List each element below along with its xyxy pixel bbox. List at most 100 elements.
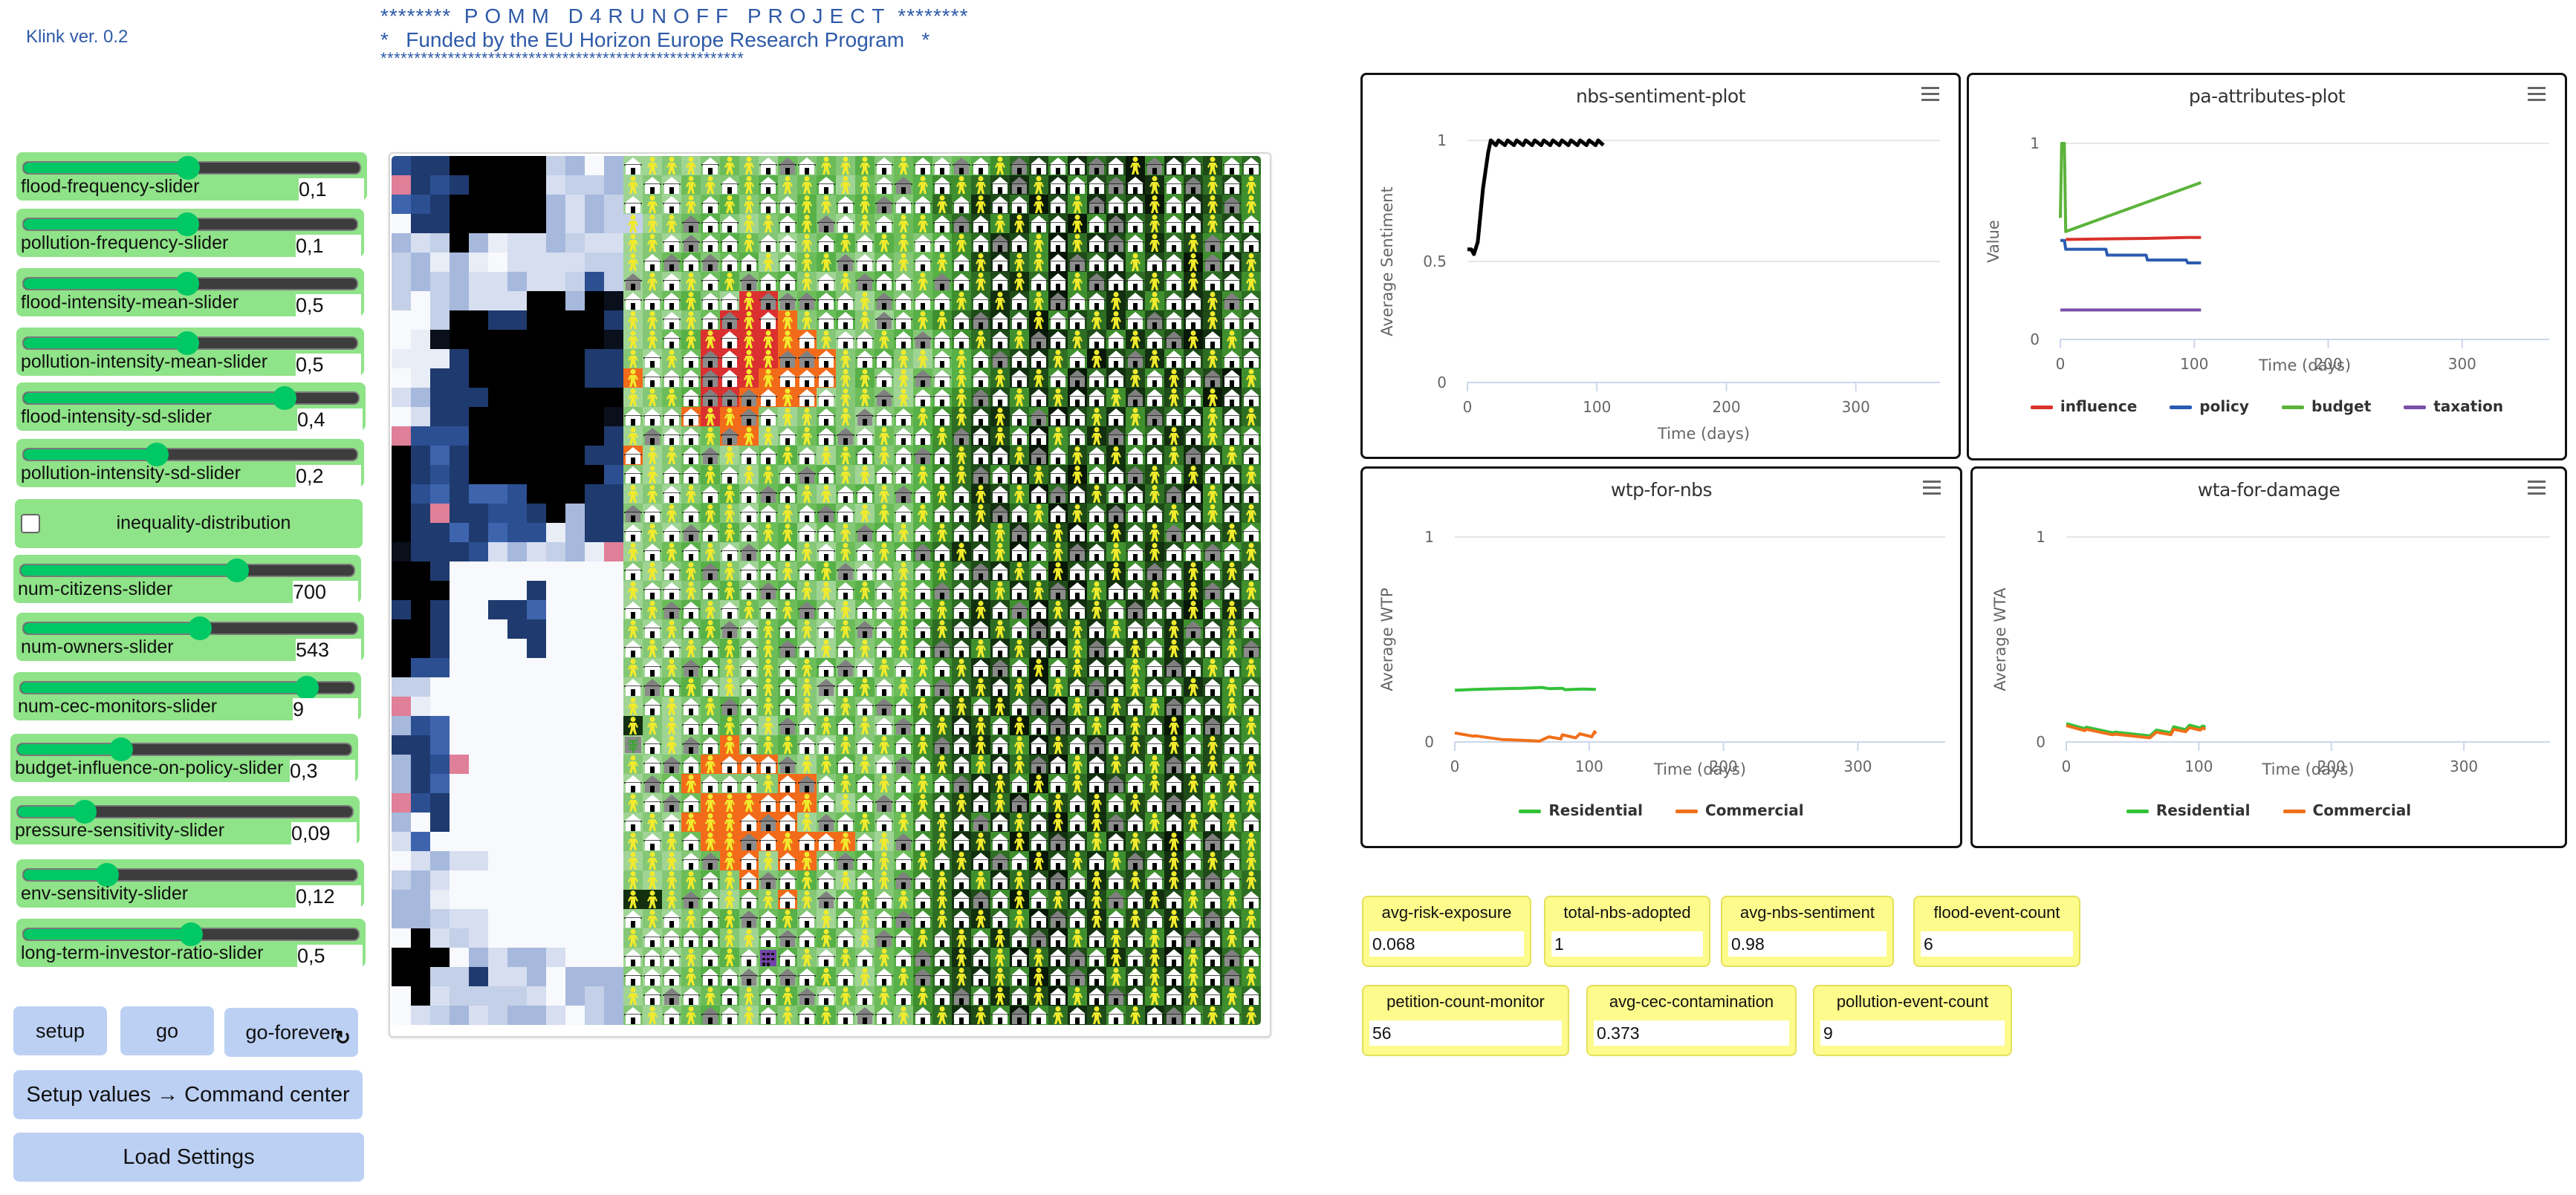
patch <box>450 349 469 368</box>
world-view[interactable] <box>392 156 1261 1025</box>
patch <box>1068 368 1087 388</box>
patch <box>836 310 855 330</box>
patch <box>1145 407 1164 426</box>
patch <box>1068 890 1087 909</box>
slider-value[interactable]: 0,5 <box>296 294 361 316</box>
slider-value[interactable]: 0,5 <box>297 945 363 967</box>
patch <box>643 446 662 465</box>
slider-pollution-intensity-sd[interactable]: pollution-intensity-sd-slider 0,2 <box>16 439 364 487</box>
slider-pressure-sensitivity[interactable]: pressure-sensitivity-slider 0,09 <box>10 796 360 844</box>
patch <box>1184 523 1203 542</box>
patch <box>1203 658 1222 677</box>
patch <box>875 716 894 735</box>
legend-item-taxation[interactable]: taxation <box>2404 397 2503 415</box>
patch <box>1029 291 1048 310</box>
patch <box>681 330 701 349</box>
patch <box>1029 253 1048 272</box>
patch <box>1087 368 1106 388</box>
patch <box>488 677 507 697</box>
slider-pollution-intensity-mean[interactable]: pollution-intensity-mean-slider 0,5 <box>16 328 364 376</box>
slider-track[interactable] <box>16 737 352 761</box>
patch <box>817 175 836 195</box>
slider-thumb[interactable] <box>188 616 212 640</box>
legend-item-influence[interactable]: influence <box>2030 397 2137 415</box>
slider-track[interactable] <box>16 800 354 824</box>
slider-thumb[interactable] <box>73 800 97 824</box>
slider-value[interactable]: 0,5 <box>296 354 361 376</box>
patch <box>662 755 681 774</box>
slider-thumb[interactable] <box>108 737 133 761</box>
slider-track[interactable] <box>22 386 360 410</box>
setup-values-command-center-button[interactable]: Setup values → Command center <box>13 1070 363 1119</box>
patch <box>797 716 817 735</box>
slider-long-term-investor-ratio[interactable]: long-term-investor-ratio-slider 0,5 <box>16 919 366 967</box>
slider-track[interactable] <box>19 676 355 700</box>
slider-track[interactable] <box>22 922 360 946</box>
slider-thumb[interactable] <box>179 922 203 946</box>
slider-thumb[interactable] <box>175 331 199 355</box>
legend-item-commercial[interactable]: Commercial <box>2283 801 2411 819</box>
checkbox[interactable] <box>21 514 40 533</box>
slider-value[interactable]: 9 <box>293 698 358 720</box>
slider-thumb[interactable] <box>145 443 169 466</box>
slider-thumb[interactable] <box>176 156 201 180</box>
patch <box>720 368 739 388</box>
slider-value[interactable]: 0,3 <box>290 760 355 782</box>
slider-thumb[interactable] <box>225 559 250 582</box>
patch <box>701 677 720 697</box>
patch <box>585 755 604 774</box>
slider-num-citizens[interactable]: num-citizens-slider 700 <box>13 555 361 603</box>
patch <box>450 774 469 793</box>
hamburger-menu-icon[interactable] <box>2528 481 2546 495</box>
go-button[interactable]: go <box>120 1006 214 1055</box>
slider-track[interactable] <box>19 559 355 582</box>
setup-button[interactable]: setup <box>13 1006 107 1055</box>
patch <box>1068 813 1087 832</box>
patch <box>894 349 913 368</box>
legend-item-commercial[interactable]: Commercial <box>1675 801 1804 819</box>
slider-value[interactable]: 0,4 <box>297 408 363 431</box>
slider-flood-intensity-sd[interactable]: flood-intensity-sd-slider 0,4 <box>16 382 366 431</box>
slider-num-owners[interactable]: num-owners-slider 543 <box>16 613 364 661</box>
hamburger-menu-icon[interactable] <box>1923 481 1941 495</box>
slider-track[interactable] <box>22 863 358 887</box>
slider-value[interactable]: 0,1 <box>299 178 364 201</box>
hamburger-menu-icon[interactable] <box>2528 87 2546 102</box>
slider-env-sensitivity[interactable]: env-sensitivity-slider 0,12 <box>16 859 364 908</box>
slider-track[interactable] <box>22 331 358 355</box>
slider-value[interactable]: 0,09 <box>291 822 357 844</box>
slider-track[interactable] <box>22 272 358 296</box>
slider-flood-frequency[interactable]: flood-frequency-slider 0,1 <box>16 152 367 201</box>
slider-pollution-frequency[interactable]: pollution-frequency-slider 0,1 <box>16 209 364 257</box>
go-forever-button[interactable]: go-forever ↻ <box>224 1008 358 1057</box>
slider-thumb[interactable] <box>175 212 199 236</box>
load-settings-button[interactable]: Load Settings <box>13 1133 364 1182</box>
slider-track[interactable] <box>22 443 358 466</box>
slider-thumb[interactable] <box>175 272 199 296</box>
slider-value[interactable]: 0,12 <box>296 885 361 908</box>
slider-flood-intensity-mean[interactable]: flood-intensity-mean-slider 0,5 <box>16 268 364 316</box>
legend-item-budget[interactable]: budget <box>2281 397 2371 415</box>
slider-track[interactable] <box>22 156 361 180</box>
slider-budget-influence-on-policy[interactable]: budget-influence-on-policy-slider 0,3 <box>10 734 358 782</box>
slider-thumb[interactable] <box>273 386 296 410</box>
slider-track[interactable] <box>22 212 358 236</box>
legend-item-residential[interactable]: Residential <box>1519 801 1643 819</box>
slider-num-cec-monitors[interactable]: num-cec-monitors-slider 9 <box>13 672 361 720</box>
patch <box>1222 581 1242 600</box>
patch <box>392 484 411 504</box>
slider-value[interactable]: 543 <box>296 639 361 661</box>
patch <box>1010 368 1029 388</box>
hamburger-menu-icon[interactable] <box>1921 87 1939 102</box>
legend-item-residential[interactable]: Residential <box>2126 801 2251 819</box>
slider-value[interactable]: 700 <box>293 581 358 603</box>
slider-track[interactable] <box>22 616 358 640</box>
slider-value[interactable]: 0,1 <box>296 235 361 257</box>
legend-item-policy[interactable]: policy <box>2170 397 2249 415</box>
slider-value[interactable]: 0,2 <box>296 465 361 487</box>
patch <box>681 291 701 310</box>
slider-thumb[interactable] <box>295 676 319 700</box>
slider-thumb[interactable] <box>95 863 119 887</box>
patch <box>430 349 450 368</box>
inequality-distribution-switch[interactable]: inequality-distribution <box>15 499 363 548</box>
